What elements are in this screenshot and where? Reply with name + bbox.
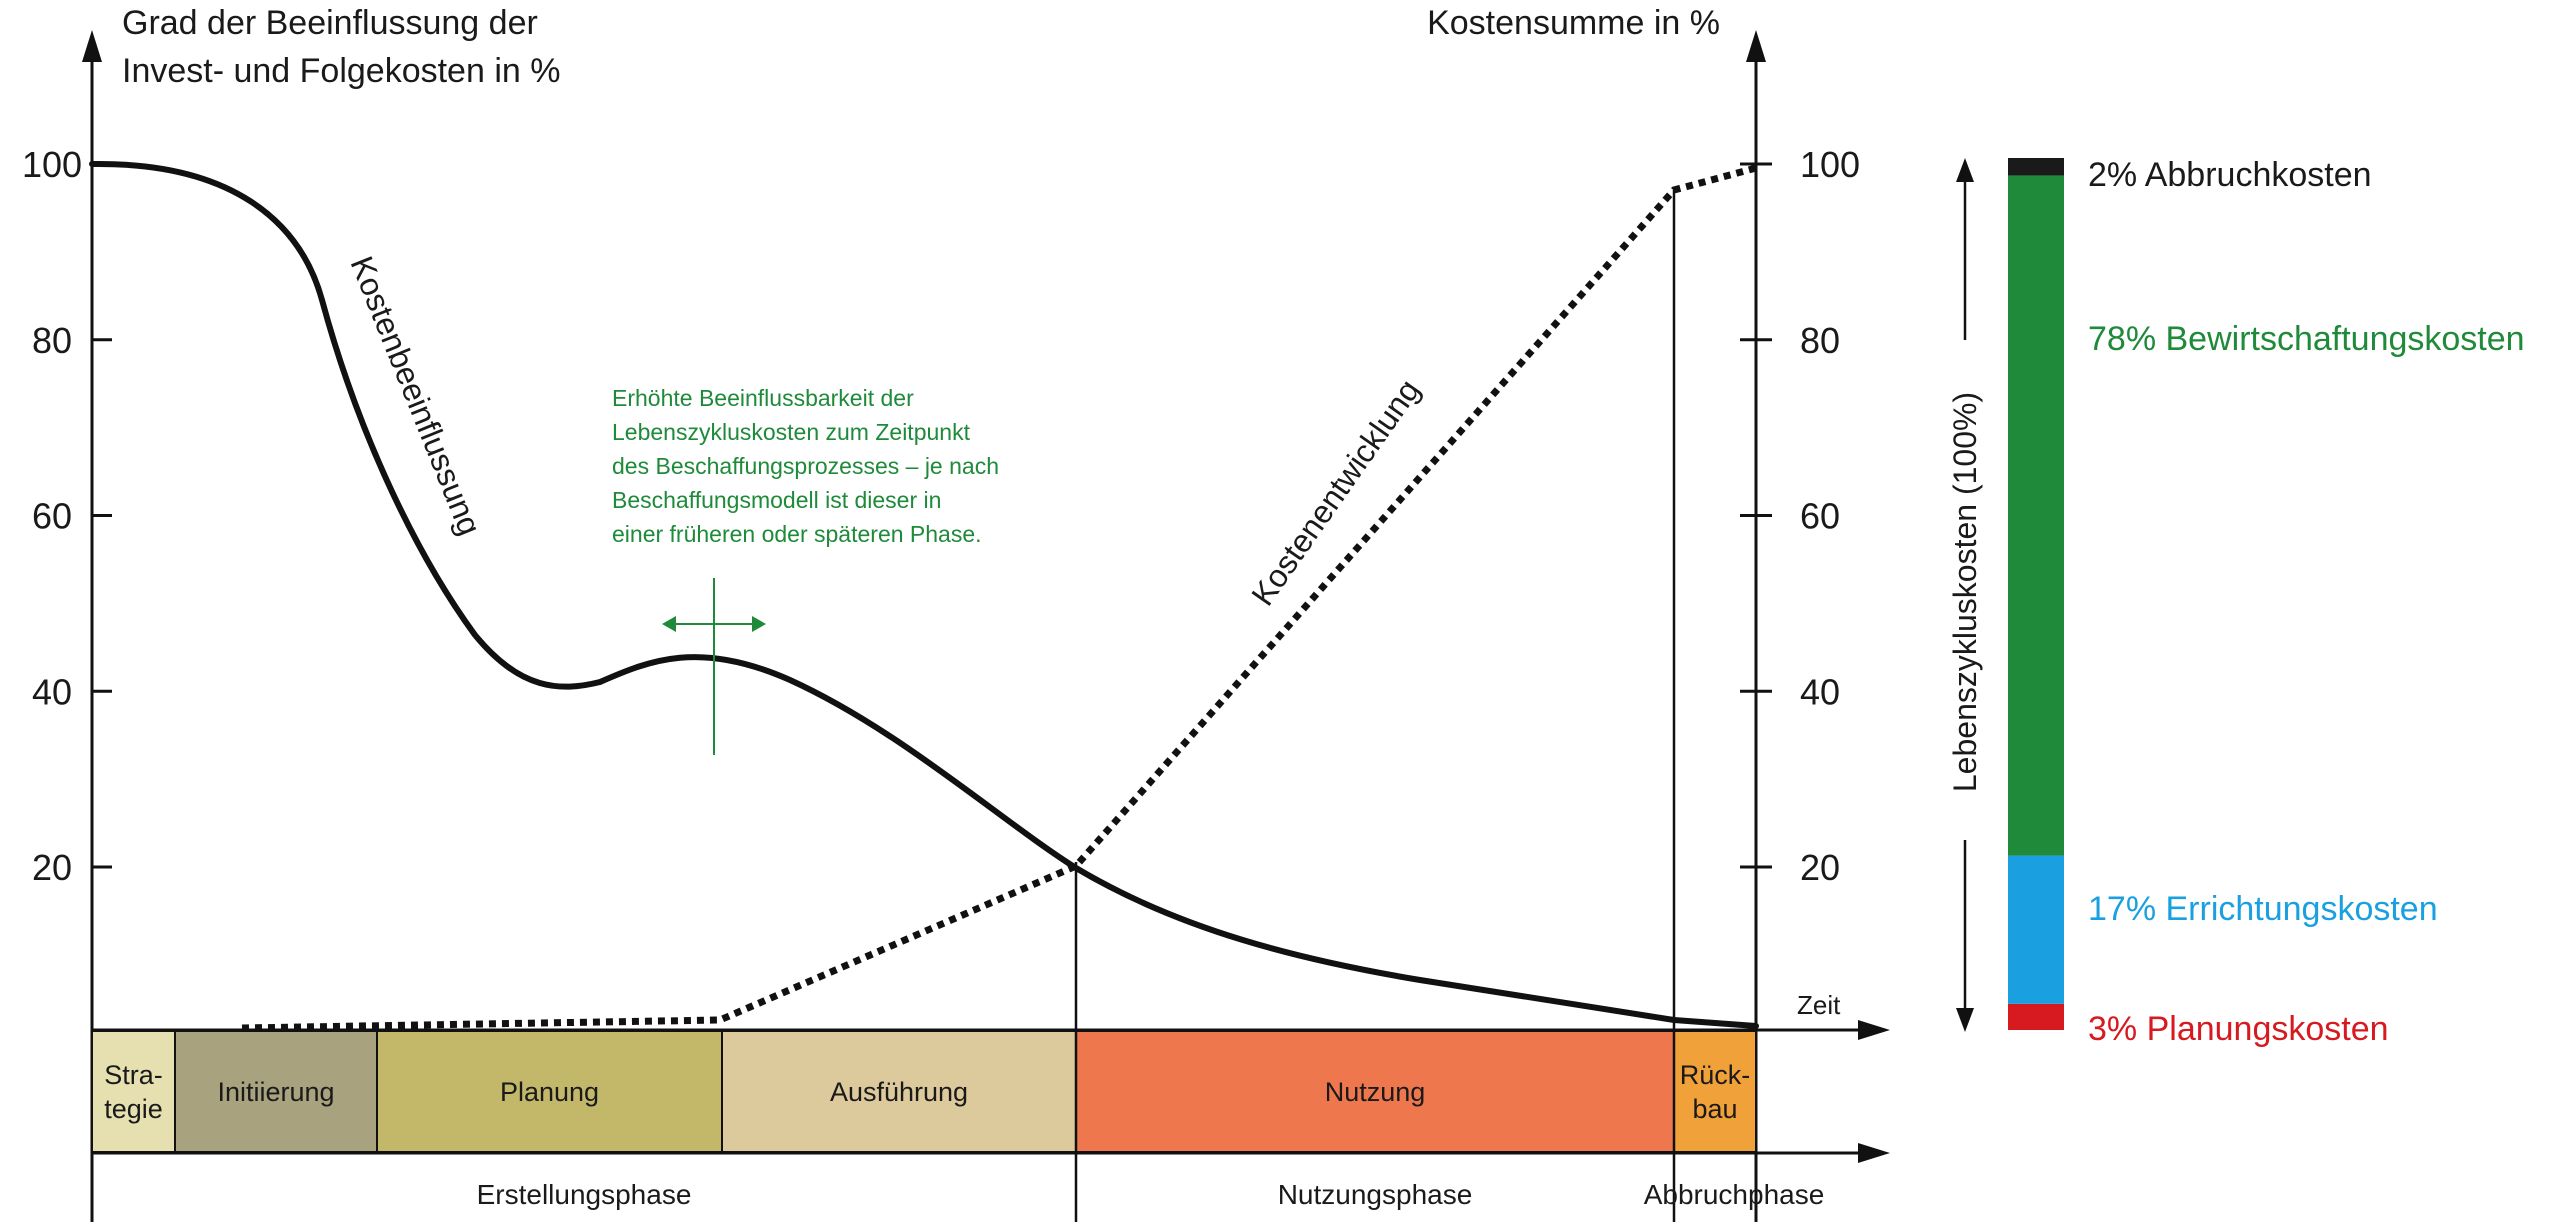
left-tick-label-20: 20 xyxy=(32,847,72,888)
left-tick-label-80: 80 xyxy=(32,320,72,361)
annotation-line-3: des Beschaffungsprozesses – je nach xyxy=(612,453,999,479)
annotation-line-5: einer früheren oder späteren Phase. xyxy=(612,521,982,547)
left-axis xyxy=(82,30,102,1222)
phase-block-5 xyxy=(1673,1030,1757,1153)
cost-breakdown-bar xyxy=(2008,158,2064,1030)
phase-label-5-0: Rück- xyxy=(1680,1060,1751,1090)
time-axis xyxy=(92,1020,1890,1163)
phase-block-0 xyxy=(91,1030,176,1153)
phase-label-4-0: Nutzung xyxy=(1325,1077,1426,1107)
cost-label-2: 78% Bewirtschaftungskosten xyxy=(2088,320,2525,358)
phase-label-0-1: tegie xyxy=(104,1094,163,1124)
right-tick-label-60: 60 xyxy=(1800,496,1840,537)
cost-breakdown-labels: 3% Planungskosten 17% Errichtungskosten 78… xyxy=(2088,156,2525,1048)
phase-label-2-0: Planung xyxy=(500,1077,599,1107)
series-label-kostenentwicklung: Kostenentwicklung xyxy=(1244,373,1427,612)
right-tick-label-20: 20 xyxy=(1800,847,1840,888)
cost-segment-3 xyxy=(2008,158,2064,176)
cost-label-0: 3% Planungskosten xyxy=(2088,1010,2389,1048)
phase-label-5-1: bau xyxy=(1692,1094,1737,1124)
cost-label-1: 17% Errichtungskosten xyxy=(2088,890,2438,928)
phase-label-0-0: Stra- xyxy=(104,1060,163,1090)
super-phase-abbruch: Abbruchphase xyxy=(1644,1179,1825,1210)
right-tick-label-80: 80 xyxy=(1800,320,1840,361)
series-line-kostenentwicklung xyxy=(241,164,1757,1032)
lifecycle-label: Lebenszykluskosten (100%) xyxy=(1947,392,1983,792)
series-label-kostenbeeinflussung: Kostenbeeinflussung xyxy=(344,251,489,540)
right-axis-label: Kostensumme in % xyxy=(1427,4,1720,42)
right-tick-label-100: 100 xyxy=(1800,144,1860,185)
annotation-arrow-left xyxy=(662,616,676,632)
left-tick-label-40: 40 xyxy=(32,671,72,712)
phase-label-1-0: Initiierung xyxy=(217,1077,334,1107)
left-tick-label-60: 60 xyxy=(32,496,72,537)
annotation-arrow-right xyxy=(752,616,766,632)
cost-segment-2 xyxy=(2008,175,2064,856)
y-ticks: 20 20 40 40 60 60 80 80 100 100 xyxy=(22,144,1860,888)
phase-block-3 xyxy=(721,1030,1077,1153)
cost-segment-1 xyxy=(2008,855,2064,1004)
left-axis-label-line1: Grad der Beeinflussung der xyxy=(122,4,538,42)
cost-label-3: 2% Abbruchkosten xyxy=(2088,156,2372,194)
annotation-line-4: Beschaffungsmodell ist dieser in xyxy=(612,487,941,513)
cost-segment-0 xyxy=(2008,1003,2064,1030)
phase-label-3-0: Ausführung xyxy=(830,1077,968,1107)
phase-bar: Stra-tegie Initiierung Planung Ausführung Nu… xyxy=(91,1030,1757,1153)
x-axis-label: Zeit xyxy=(1797,990,1841,1020)
super-phase-nutzung: Nutzungsphase xyxy=(1278,1179,1473,1210)
series-line-kostenbeeinflussung xyxy=(89,160,1759,1029)
right-tick-label-40: 40 xyxy=(1800,671,1840,712)
annotation: Erhöhte Beeinflussbarkeit der Lebenszykl… xyxy=(612,385,999,755)
annotation-line-1: Erhöhte Beeinflussbarkeit der xyxy=(612,385,914,411)
lifecycle-arrow xyxy=(1956,158,1974,1032)
left-tick-label-100: 100 xyxy=(22,144,82,185)
left-axis-label-line2: Invest- und Folgekosten in % xyxy=(122,52,560,90)
annotation-line-2: Lebenszykluskosten zum Zeitpunkt xyxy=(612,419,971,445)
super-phase-erstellung: Erstellungsphase xyxy=(477,1179,692,1210)
